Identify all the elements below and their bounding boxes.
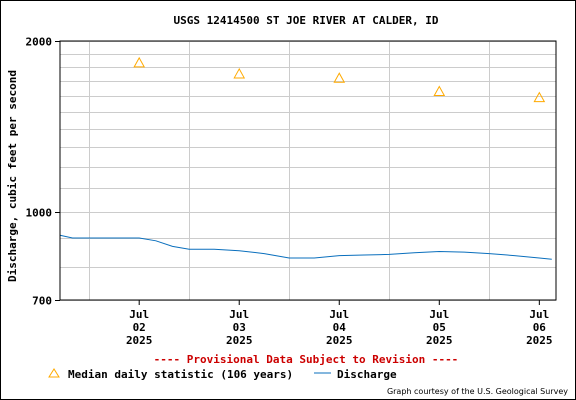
grid-lines [60, 41, 556, 301]
legend-median-label: Median daily statistic (106 years) [68, 368, 293, 381]
x-tick-label: 06 [533, 321, 547, 334]
y-tick-labels: 2000 1000 700 [26, 36, 60, 308]
x-tick-label: Jul [329, 308, 349, 321]
discharge-line [59, 234, 552, 260]
legend-discharge-label: Discharge [337, 368, 397, 381]
y-tick-label: 2000 [26, 36, 53, 49]
median-point [133, 56, 146, 68]
y-axis-label: Discharge, cubic feet per second [6, 70, 19, 282]
x-tick-label: 03 [233, 321, 246, 334]
provisional-annotation: ---- Provisional Data Subject to Revisio… [154, 353, 459, 366]
legend: Median daily statistic (106 years) Disch… [48, 368, 397, 381]
x-tick-label: 2025 [226, 334, 253, 347]
x-tick-label: 2025 [126, 334, 153, 347]
chart-title: USGS 12414500 ST JOE RIVER AT CALDER, ID [174, 14, 439, 27]
y-tick-label: 700 [32, 295, 52, 308]
x-tick-label: Jul [229, 308, 249, 321]
x-tick-labels: Jul022025Jul032025Jul042025Jul052025Jul0… [126, 300, 553, 347]
x-tick-label: 2025 [526, 334, 553, 347]
credit-text: Graph courtesy of the U.S. Geological Su… [387, 387, 568, 396]
x-tick-label: Jul [129, 308, 149, 321]
x-tick-label: Jul [429, 308, 449, 321]
x-tick-label: 2025 [326, 334, 353, 347]
median-point [433, 85, 446, 96]
x-tick-label: 04 [333, 321, 347, 334]
plot-area-border [59, 40, 557, 301]
series-layer [59, 56, 552, 260]
x-tick-label: 05 [433, 321, 446, 334]
x-tick-label: 2025 [426, 334, 453, 347]
legend-triangle-icon [48, 368, 60, 378]
y-tick-label: 1000 [26, 207, 53, 220]
median-point [233, 67, 246, 79]
x-tick-label: 02 [133, 321, 146, 334]
median-point [533, 91, 546, 103]
x-tick-label: Jul [529, 308, 549, 321]
median-point [333, 72, 346, 83]
